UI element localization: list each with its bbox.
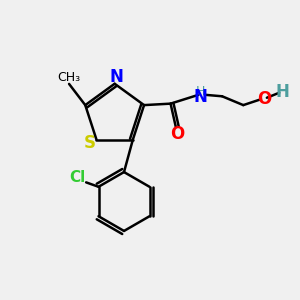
- Text: H: H: [275, 83, 289, 101]
- Text: O: O: [257, 90, 271, 108]
- Text: N: N: [194, 88, 208, 106]
- Text: H: H: [196, 85, 206, 98]
- Text: N: N: [109, 68, 123, 86]
- Text: Cl: Cl: [69, 170, 85, 185]
- Text: CH₃: CH₃: [58, 71, 81, 84]
- Text: S: S: [84, 134, 96, 152]
- Text: O: O: [170, 125, 184, 143]
